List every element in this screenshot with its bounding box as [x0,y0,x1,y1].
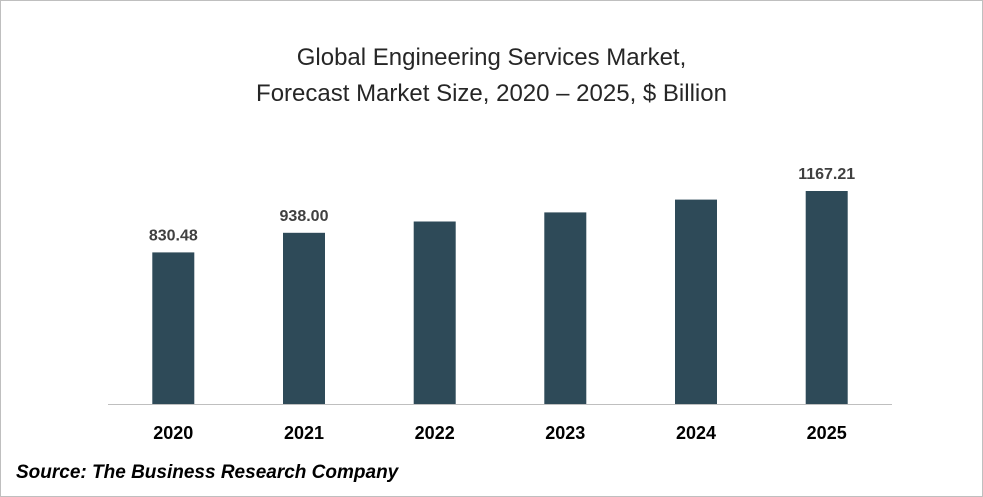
x-tick-label-2024: 2024 [676,423,716,443]
x-tick-label-2020: 2020 [153,423,193,443]
bar-2022 [413,221,456,404]
bar-2020 [152,252,195,404]
x-tick-label-2022: 2022 [415,423,455,443]
chart-title-line-1: Global Engineering Services Market, [296,44,687,71]
x-tick-label-2021: 2021 [284,423,324,443]
source-note: Source: The Business Research Company [16,462,399,483]
bar-2025 [805,191,848,404]
chart-title: Global Engineering Services Market, Fore… [0,40,983,112]
data-label-2020: 830.48 [149,227,198,244]
x-tick-label-2023: 2023 [545,423,585,443]
data-label-2021: 938.00 [280,208,329,225]
bar-2024 [675,199,717,404]
x-tick-label-2025: 2025 [807,423,847,443]
bar-2023 [544,212,587,404]
data-label-2025: 1167.21 [798,166,855,183]
bar-2021 [283,232,325,404]
chart-title-line-2: Forecast Market Size, 2020 – 2025, $ Bil… [256,80,727,107]
